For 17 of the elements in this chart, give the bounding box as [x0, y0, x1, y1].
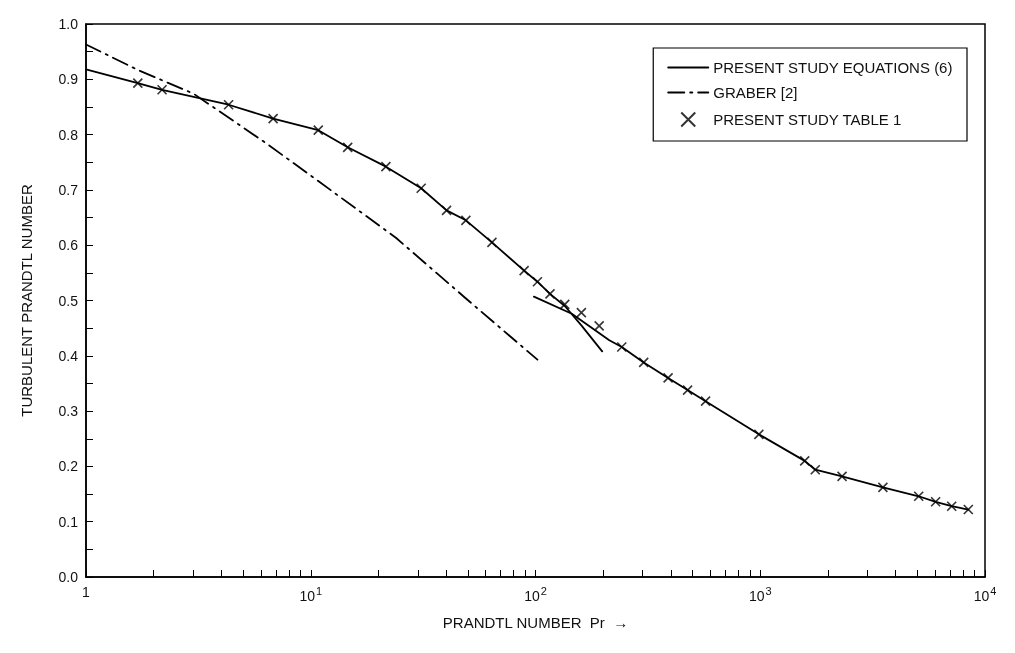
legend-label: PRESENT STUDY TABLE 1 [713, 111, 902, 128]
y-tick-label: 0.3 [58, 403, 79, 420]
y-tick-label: 0.6 [58, 237, 79, 254]
y-tick-label: 0.2 [58, 458, 79, 475]
y-tick-label: 0.4 [58, 347, 79, 364]
y-tick-label: 0.7 [58, 181, 79, 198]
y-tick-label: 0.0 [58, 569, 79, 585]
y-tick-label: 1.0 [58, 16, 79, 32]
x-axis-title: PRANDTL NUMBER Pr → [442, 614, 629, 631]
y-tick-label: 0.9 [58, 71, 79, 88]
y-tick-label: 0.5 [58, 292, 79, 309]
y-tick-label: 0.8 [58, 126, 79, 143]
legend-label: GRABER [2] [713, 84, 798, 101]
x-tick-label: 1 [82, 584, 91, 600]
y-tick-label: 0.1 [58, 513, 79, 530]
y-axis-title: TURBULENT PRANDTL NUMBER [18, 184, 35, 417]
legend-label: PRESENT STUDY EQUATIONS (6) [713, 59, 953, 76]
